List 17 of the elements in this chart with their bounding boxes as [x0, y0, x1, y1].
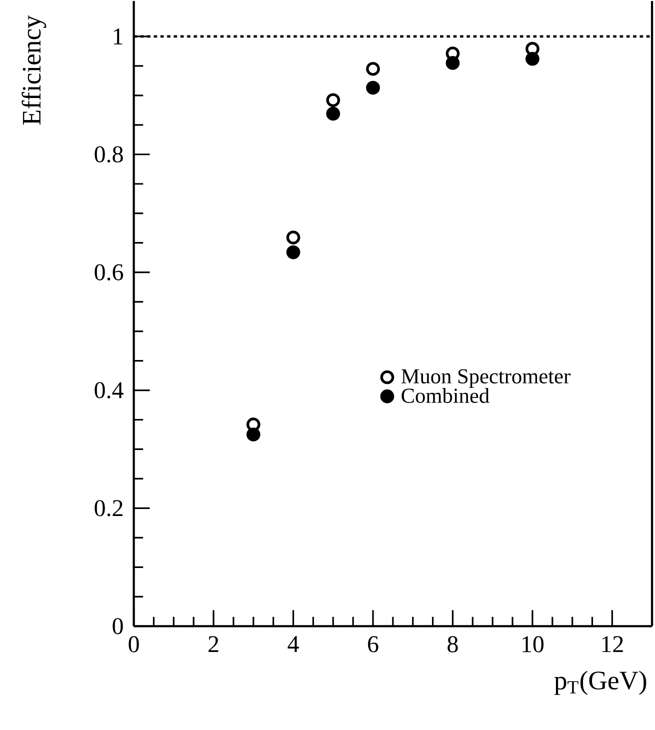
x-tick-label: 0	[128, 636, 139, 652]
y-tick-label: 1	[114, 28, 122, 44]
y-tick-label: 0.4	[94, 382, 124, 398]
x-tick-label: 2	[208, 636, 218, 652]
y-tick-label: 0	[112, 618, 123, 634]
x-tick-label: 12	[602, 636, 623, 652]
legend-label: Combined	[402, 388, 490, 403]
x-tick-label: 4	[288, 636, 299, 652]
y-tick-label: 0.8	[94, 146, 123, 163]
x-tick-label: 8	[448, 636, 458, 652]
y-tick-label: 0.2	[94, 500, 122, 516]
y-axis-title: Efficiency	[22, 15, 46, 125]
x-axis-title: p$_{T}$(GeV)	[554, 670, 646, 695]
y-tick-label: 0.6	[94, 264, 124, 280]
x-tick-label: 6	[368, 636, 378, 652]
x-tick-label: 10	[522, 636, 544, 652]
legend-label: Muon Spectrometer	[401, 369, 570, 388]
